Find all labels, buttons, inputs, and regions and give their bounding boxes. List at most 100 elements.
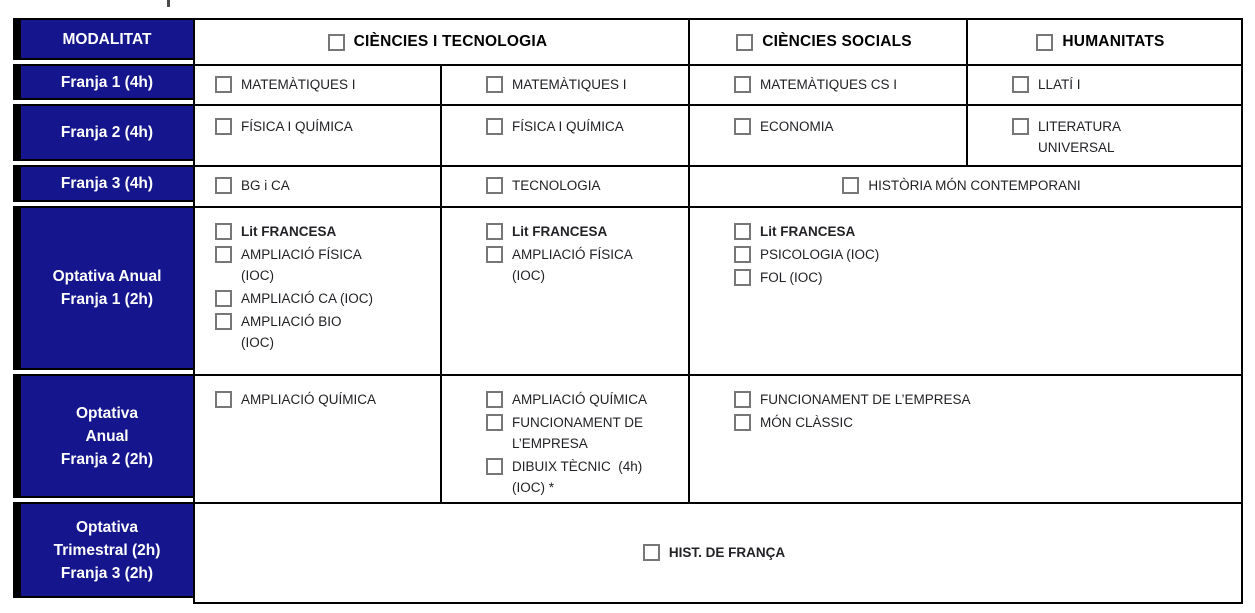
row-header-label: Optativa Trimestral (2h) Franja 3 (2h): [53, 518, 161, 582]
checkbox-psicologia[interactable]: [734, 246, 751, 263]
checkbox-mon-classic[interactable]: [734, 414, 751, 431]
row-header-optativa-anual-f1: Optativa Anual Franja 1 (2h): [13, 206, 195, 370]
subject-label: DIBUIX TÈCNIC (4h) (IOC) *: [512, 459, 643, 495]
checkbox-economia[interactable]: [734, 118, 751, 135]
subject-label: AMPLIACIÓ FÍSICA (IOC): [512, 247, 633, 283]
header-cell-ciencies-socials: CIÈNCIES SOCIALS: [690, 20, 966, 64]
subject-label: AMPLIACIÓ CA (IOC): [241, 291, 374, 306]
subject-label: Lit FRANCESA: [241, 224, 337, 239]
row-header-franja2: Franja 2 (4h): [13, 104, 195, 161]
subject-label: FÍSICA I QUÍMICA: [512, 119, 624, 134]
modality-label: HUMANITATS: [1062, 32, 1165, 50]
cell-franja1-hum: LLATÍ I: [968, 66, 1241, 104]
subject-label: LITERATURA UNIVERSAL: [1038, 119, 1122, 155]
checkbox-ampliacio-bio[interactable]: [215, 313, 232, 330]
cell-franja3-cs-hum: HISTÒRIA MÓN CONTEMPORANI: [690, 167, 1241, 206]
modality-label: CIÈNCIES SOCIALS: [762, 32, 912, 50]
row-header-franja1: Franja 1 (4h): [13, 64, 195, 100]
subjects-grid: CIÈNCIES I TECNOLOGIA CIÈNCIES SOCIALS H…: [193, 18, 1243, 604]
header-cell-humanitats: HUMANITATS: [968, 20, 1241, 64]
subject-option: AMPLIACIÓ QUÍMICA: [215, 389, 432, 410]
checkbox-ampliacio-ca[interactable]: [215, 290, 232, 307]
checkbox-funcionament-empresa-a[interactable]: [486, 414, 503, 431]
subject-option: DIBUIX TÈCNIC (4h) (IOC) *: [486, 456, 680, 498]
subject-option: AMPLIACIÓ FÍSICA (IOC): [215, 244, 432, 286]
checkbox-humanitats[interactable]: [1036, 33, 1054, 51]
modality-label: CIÈNCIES I TECNOLOGIA: [353, 32, 548, 50]
crop-artifact: [167, 0, 170, 7]
subject-label: HISTÒRIA MÓN CONTEMPORANI: [868, 178, 1081, 193]
checkbox-ampliacio-fisica-b[interactable]: [486, 246, 503, 263]
row-header-optativa-trimestral: Optativa Trimestral (2h) Franja 3 (2h): [13, 502, 195, 598]
subject-option: FÍSICA I QUÍMICA: [215, 116, 432, 137]
subject-label: FÍSICA I QUÍMICA: [241, 119, 353, 134]
subject-option: TECNOLOGIA: [486, 175, 680, 196]
subject-label: AMPLIACIÓ BIO (IOC): [241, 314, 342, 350]
subject-label: AMPLIACIÓ FÍSICA (IOC): [241, 247, 362, 283]
checkbox-ciencies-socials[interactable]: [736, 33, 754, 51]
cell-franja2-ct2: FÍSICA I QUÍMICA: [442, 106, 688, 165]
subject-option: AMPLIACIÓ FÍSICA (IOC): [486, 244, 680, 286]
checkbox-ampliacio-quimica-b[interactable]: [486, 391, 503, 408]
checkbox-fisica-quimica-a[interactable]: [215, 118, 232, 135]
checkbox-ampliacio-quimica-a[interactable]: [215, 391, 232, 408]
checkbox-tecnologia[interactable]: [486, 177, 503, 194]
subject-option: MATEMÀTIQUES CS I: [734, 74, 958, 95]
checkbox-hist-de-franca[interactable]: [642, 543, 660, 561]
checkbox-lit-francesa-b[interactable]: [486, 223, 503, 240]
checkbox-matematiques-i-a[interactable]: [215, 75, 232, 93]
checkbox-lit-francesa-c[interactable]: [734, 223, 751, 240]
checkbox-llati-i[interactable]: [1012, 75, 1029, 93]
subject-option: PSICOLOGIA (IOC): [734, 244, 1233, 265]
cell-franja1-ct1: MATEMÀTIQUES I: [195, 66, 440, 104]
subject-option: MATEMÀTIQUES I: [215, 74, 432, 95]
modality-option: CIÈNCIES SOCIALS: [690, 31, 958, 52]
cell-franja2-hum: LITERATURA UNIVERSAL: [968, 106, 1241, 165]
checkbox-matematiques-i-b[interactable]: [486, 75, 503, 93]
subject-label: MATEMÀTIQUES CS I: [760, 76, 898, 92]
subject-label: FOL (IOC): [760, 270, 823, 285]
subject-label: LLATÍ I: [1038, 76, 1081, 92]
cell-franja3-ct2: TECNOLOGIA: [442, 167, 688, 206]
subject-label: MATEMÀTIQUES I: [512, 76, 627, 92]
subject-option: ECONOMIA: [734, 116, 958, 137]
checkbox-dibuix-tecnic[interactable]: [486, 458, 503, 475]
subject-option: AMPLIACIÓ CA (IOC): [215, 288, 432, 309]
checkbox-fisica-quimica-b[interactable]: [486, 118, 503, 135]
subject-option: LITERATURA UNIVERSAL: [1012, 116, 1233, 158]
modality-option: HUMANITATS: [968, 31, 1233, 52]
subject-option: AMPLIACIÓ BIO (IOC): [215, 311, 432, 353]
checkbox-fol[interactable]: [734, 269, 751, 286]
cell-optativa1-ct1: Lit FRANCESA AMPLIACIÓ FÍSICA (IOC) AMPL…: [195, 208, 440, 374]
checkbox-ciencies-tecnologia[interactable]: [327, 33, 345, 51]
checkbox-ampliacio-fisica-a[interactable]: [215, 246, 232, 263]
header-cell-ciencies-tecnologia: CIÈNCIES I TECNOLOGIA: [195, 20, 688, 64]
subject-label: Lit FRANCESA: [760, 224, 856, 239]
subject-label: PSICOLOGIA (IOC): [760, 247, 880, 262]
subject-option: Lit FRANCESA: [215, 221, 432, 242]
checkbox-bg-i-ca[interactable]: [215, 177, 232, 194]
subject-label: FUNCIONAMENT DE L’EMPRESA: [760, 392, 971, 407]
subject-label: BG i CA: [241, 178, 290, 193]
row-header-optativa-anual-f2: Optativa Anual Franja 2 (2h): [13, 374, 195, 498]
row-header-franja3: Franja 3 (4h): [13, 165, 195, 202]
checkbox-funcionament-empresa-b[interactable]: [734, 391, 751, 408]
cell-optativa2-ct2: AMPLIACIÓ QUÍMICA FUNCIONAMENT DE L’EMPR…: [442, 376, 688, 502]
subject-label: FUNCIONAMENT DE L’EMPRESA: [512, 415, 644, 451]
checkbox-historia-mon-contemporani[interactable]: [842, 177, 860, 194]
cell-optativa-trimestral: HIST. DE FRANÇA: [195, 504, 1241, 602]
row-header-label: MODALITAT: [62, 30, 152, 48]
row-header-label: Optativa Anual Franja 2 (2h): [60, 404, 154, 468]
row-header-label: Franja 2 (4h): [60, 124, 154, 141]
checkbox-literatura-universal[interactable]: [1012, 118, 1029, 135]
checkbox-lit-francesa-a[interactable]: [215, 223, 232, 240]
checkbox-matematiques-cs-i[interactable]: [734, 75, 751, 93]
subject-option: HISTÒRIA MÓN CONTEMPORANI: [690, 175, 1233, 196]
row-header-label: Franja 3 (4h): [60, 175, 154, 192]
subject-option: FÍSICA I QUÍMICA: [486, 116, 680, 137]
subject-label: MATEMÀTIQUES I: [241, 76, 356, 92]
subject-option: HIST. DE FRANÇA: [195, 542, 1233, 563]
row-header-label: Optativa Anual Franja 1 (2h): [52, 268, 162, 308]
subject-label: TECNOLOGIA: [512, 178, 601, 193]
modality-option: CIÈNCIES I TECNOLOGIA: [195, 31, 680, 52]
